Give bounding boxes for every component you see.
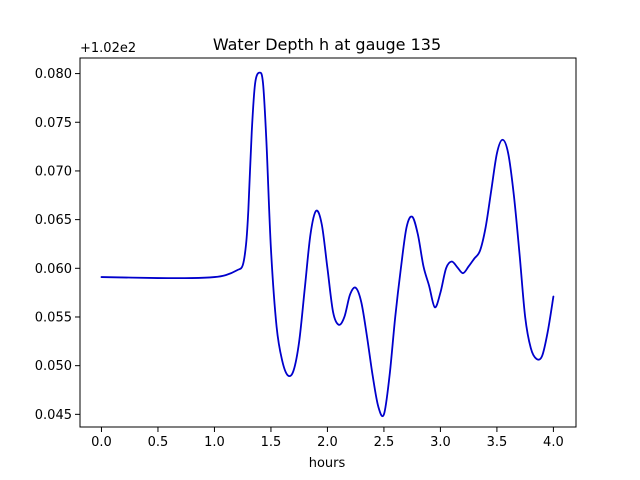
x-tick-label: 0.0: [91, 435, 112, 450]
y-tick-label: 0.060: [35, 262, 72, 277]
series-layer: [100, 71, 555, 418]
x-tick-label: 2.5: [374, 435, 395, 450]
x-tick-label: 0.5: [148, 435, 169, 450]
y-tick-label: 0.050: [35, 359, 72, 374]
x-tick-label: 1.5: [261, 435, 282, 450]
y-tick-label: 0.065: [35, 213, 72, 228]
plot-area: [79, 57, 577, 428]
y-tick-label: 0.075: [35, 116, 72, 131]
x-tick-label: 2.0: [317, 435, 338, 450]
x-tick-label: 3.5: [487, 435, 508, 450]
series-line-0: [100, 71, 555, 418]
y-tick-label: 0.070: [35, 164, 72, 179]
x-tick-label: 4.0: [543, 435, 564, 450]
x-axis-ticks: 0.0 0.5 1.0 1.5 2.0 2.5 3.0 3.5 4.0: [91, 427, 564, 450]
y-offset-label: +1.02e2: [80, 41, 136, 56]
x-axis-label: hours: [309, 456, 346, 471]
axes-frame: [79, 57, 577, 428]
x-tick-label: 3.0: [430, 435, 451, 450]
y-tick-label: 0.045: [35, 408, 72, 423]
x-tick-label: 1.0: [204, 435, 225, 450]
y-tick-label: 0.055: [35, 310, 72, 325]
y-tick-label: 0.080: [35, 67, 72, 82]
chart-title: Water Depth h at gauge 135: [213, 35, 441, 54]
y-axis-ticks: 0.045 0.050 0.055 0.060 0.065 0.070 0.075 0.080: [35, 67, 80, 423]
